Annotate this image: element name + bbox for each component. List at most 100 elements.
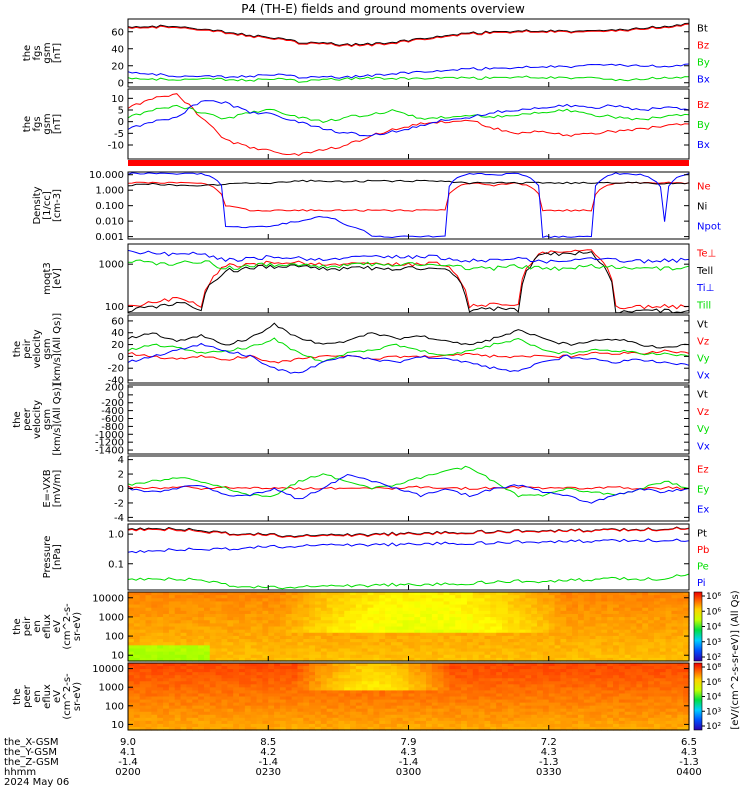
heatmap-cell — [601, 726, 608, 731]
heatmap-cell — [361, 601, 369, 606]
heatmap-cell — [548, 595, 556, 599]
heatmap-cell — [163, 684, 170, 688]
heatmap-cell — [320, 723, 328, 728]
heatmap-cell — [151, 623, 158, 628]
heatmap-cell — [203, 642, 211, 646]
heatmap-cell — [274, 690, 281, 695]
heatmap-cell — [168, 626, 176, 631]
heatmap-cell — [671, 635, 678, 640]
series-line-Vz — [127, 349, 690, 364]
heatmap-cell — [209, 601, 217, 606]
heatmap-cell — [455, 632, 462, 637]
heatmap-cell — [215, 702, 223, 707]
heatmap-cell — [572, 681, 579, 685]
heatmap-cell — [233, 601, 240, 606]
heatmap-cell — [542, 687, 550, 692]
heatmap-cell — [244, 595, 252, 599]
heatmap-cell — [449, 645, 456, 650]
heatmap-cell — [315, 654, 322, 659]
heatmap-cell — [513, 657, 521, 662]
heatmap-cell — [642, 675, 649, 679]
heatmap-cell — [133, 696, 141, 701]
heatmap-cell — [133, 663, 141, 667]
heatmap-cell — [180, 592, 188, 596]
heatmap-cell — [589, 657, 597, 662]
heatmap-cell — [466, 669, 474, 673]
heatmap-cell — [227, 711, 234, 716]
heatmap-cell — [256, 675, 263, 679]
heatmap-cell — [186, 639, 193, 643]
heatmap-cell — [548, 651, 556, 656]
heatmap-cell — [437, 604, 445, 609]
heatmap-cell — [350, 714, 357, 719]
heatmap-cell — [361, 626, 369, 631]
heatmap-cell — [203, 696, 211, 701]
heatmap-cell — [355, 678, 363, 682]
heatmap-cell — [624, 702, 632, 707]
heatmap-cell — [624, 632, 632, 637]
heatmap-cell — [139, 678, 147, 682]
heatmap-cell — [256, 708, 263, 713]
heatmap-cell — [502, 714, 509, 719]
heatmap-cell — [186, 632, 193, 637]
heatmap-cell — [624, 617, 632, 621]
heatmap-cell — [239, 726, 246, 731]
heatmap-cell — [525, 626, 532, 631]
heatmap-cell — [355, 632, 363, 637]
heatmap-cell — [636, 669, 643, 673]
heatmap-cell — [531, 642, 538, 646]
heatmap-cell — [215, 723, 223, 728]
heatmap-cell — [659, 681, 667, 685]
heatmap-cell — [478, 642, 486, 646]
heatmap-cell — [420, 699, 427, 704]
legend-entry: By — [697, 120, 710, 131]
heatmap-cell — [496, 696, 503, 701]
heatmap-cell — [320, 702, 328, 707]
heatmap-cell — [309, 690, 316, 695]
heatmap-cell — [256, 607, 263, 612]
heatmap-cell — [285, 726, 293, 731]
y-tick-label: -4 — [114, 513, 124, 524]
heatmap-cell — [595, 663, 602, 667]
heatmap-cell — [227, 696, 234, 701]
heatmap-cell — [291, 635, 299, 640]
heatmap-cell — [385, 610, 392, 615]
heatmap-cell — [659, 687, 667, 692]
heatmap-cell — [396, 651, 404, 656]
heatmap-cell — [618, 720, 626, 725]
heatmap-cell — [560, 651, 567, 656]
heatmap-cell — [478, 705, 486, 710]
heatmap-cell — [642, 720, 649, 725]
heatmap-cell — [560, 720, 567, 725]
heatmap-cell — [496, 699, 503, 704]
heatmap-cell — [420, 687, 427, 692]
heatmap-cell — [338, 592, 345, 596]
heatmap-cell — [490, 639, 497, 643]
heatmap-cell — [355, 610, 363, 615]
heatmap-cell — [455, 642, 462, 646]
heatmap-cell — [426, 687, 433, 692]
heatmap-cell — [203, 681, 211, 685]
heatmap-cell — [303, 642, 310, 646]
heatmap-cell — [484, 604, 491, 609]
heatmap-cell — [355, 657, 363, 662]
heatmap-cell — [402, 699, 410, 704]
heatmap-cell — [560, 657, 567, 662]
heatmap-cell — [595, 595, 602, 599]
heatmap-cell — [560, 681, 567, 685]
heatmap-cell — [665, 626, 673, 631]
heatmap-cell — [665, 648, 673, 653]
colorbar-tick-label: 10⁶ — [706, 592, 721, 602]
heatmap-cell — [408, 657, 415, 662]
heatmap-cell — [461, 723, 468, 728]
heatmap-cell — [426, 610, 433, 615]
heatmap-cell — [163, 702, 170, 707]
heatmap-cell — [373, 626, 380, 631]
heatmap-cell — [361, 645, 369, 650]
heatmap-cell — [145, 651, 152, 656]
heatmap-cell — [145, 645, 152, 650]
heatmap-cell — [431, 687, 439, 692]
heatmap-cell — [303, 601, 310, 606]
heatmap-cell — [379, 684, 386, 688]
heatmap-cell — [180, 645, 188, 650]
